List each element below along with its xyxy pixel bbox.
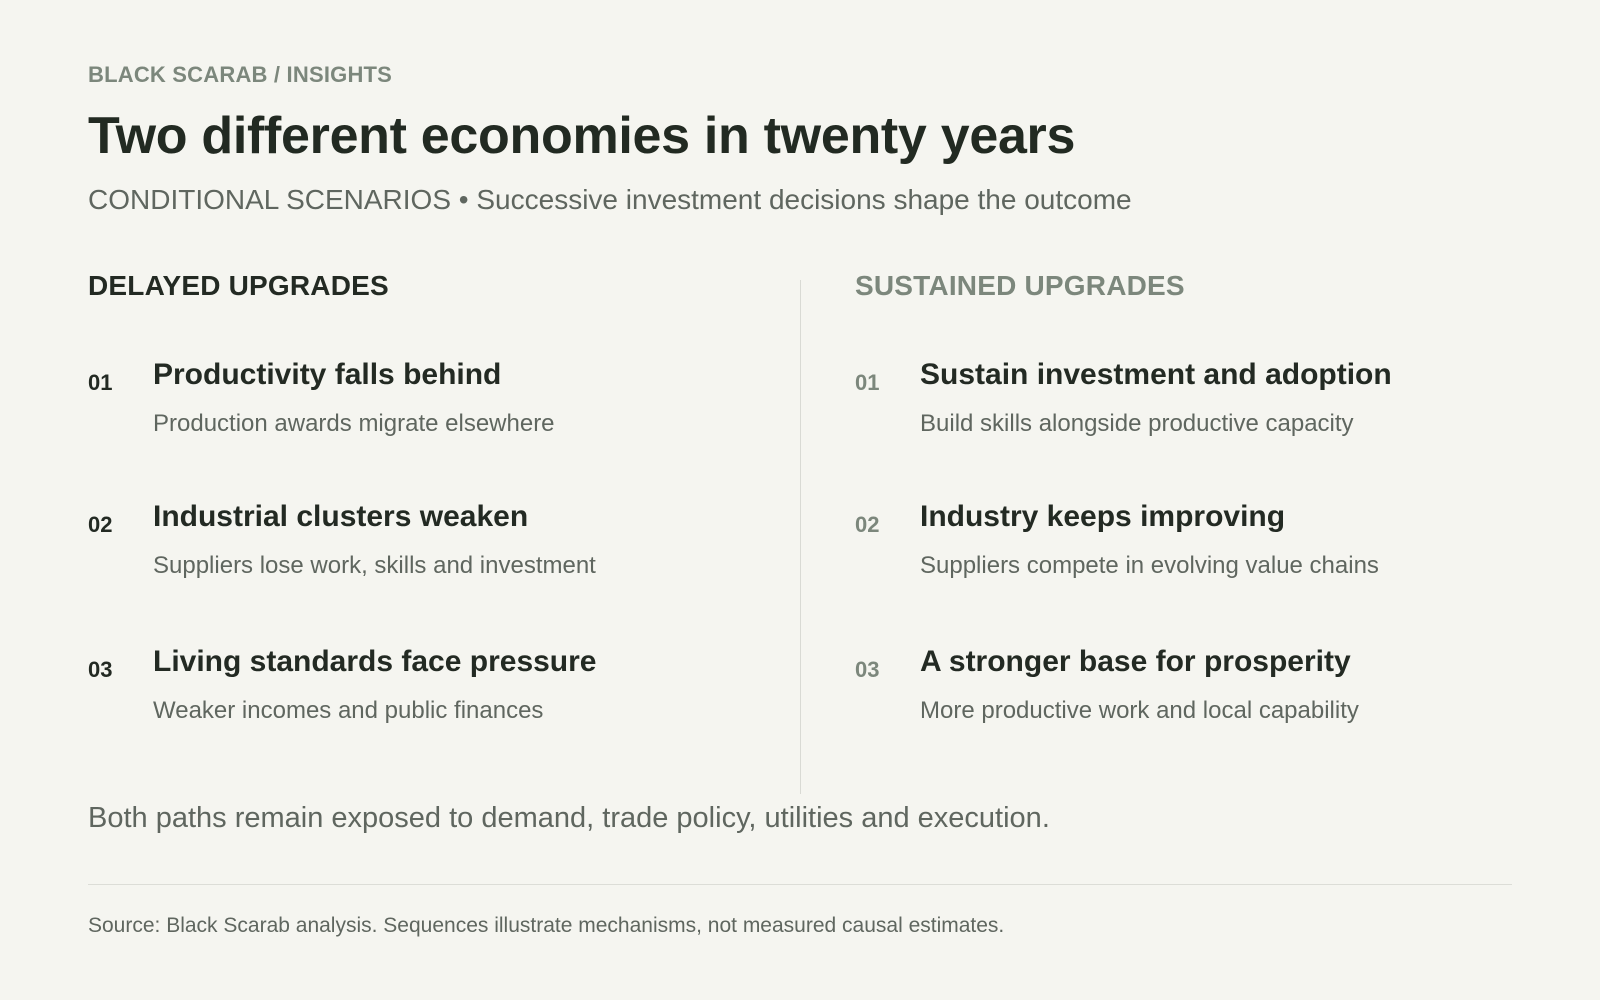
- step-number: 01: [855, 370, 880, 395]
- step-heading: A stronger base for prosperity: [920, 645, 1351, 678]
- step-number: 01: [88, 370, 113, 395]
- scenario-title: SUSTAINED UPGRADES: [855, 270, 1185, 301]
- step-heading: Living standards face pressure: [153, 645, 597, 678]
- page-title: Two different economies in twenty years: [88, 107, 1076, 165]
- scenario-step: 01 Productivity falls behind Production …: [88, 358, 768, 458]
- step-number: 02: [88, 512, 113, 537]
- source-note: Source: Black Scarab analysis. Sequences…: [88, 914, 1005, 937]
- step-heading: Productivity falls behind: [153, 358, 502, 391]
- step-description: Build skills alongside productive capaci…: [920, 410, 1354, 437]
- step-heading: Industrial clusters weaken: [153, 500, 529, 533]
- scenario-step: 02 Industrial clusters weaken Suppliers …: [88, 500, 768, 600]
- eyebrow-label: BLACK SCARAB / INSIGHTS: [88, 62, 393, 87]
- footer-divider: [88, 884, 1512, 885]
- step-description: Weaker incomes and public finances: [153, 697, 544, 724]
- step-description: Suppliers compete in evolving value chai…: [920, 552, 1379, 579]
- step-description: Production awards migrate elsewhere: [153, 410, 555, 437]
- scenario-step: 03 Living standards face pressure Weaker…: [88, 645, 768, 745]
- step-heading: Industry keeps improving: [920, 500, 1286, 533]
- scenario-step: 01 Sustain investment and adoption Build…: [855, 358, 1535, 458]
- scenario-title: DELAYED UPGRADES: [88, 270, 389, 301]
- step-heading: Sustain investment and adoption: [920, 358, 1392, 391]
- step-number: 03: [855, 657, 880, 682]
- column-divider: [800, 280, 801, 794]
- footnote-text: Both paths remain exposed to demand, tra…: [88, 802, 1050, 834]
- scenario-step: 03 A stronger base for prosperity More p…: [855, 645, 1535, 745]
- scenario-sustained-upgrades: SUSTAINED UPGRADES 01 Sustain investment…: [855, 270, 1535, 724]
- insight-card: BLACK SCARAB / INSIGHTS Two different ec…: [88, 0, 1512, 1000]
- step-number: 02: [855, 512, 880, 537]
- step-number: 03: [88, 657, 113, 682]
- step-description: Suppliers lose work, skills and investme…: [153, 552, 596, 579]
- scenario-delayed-upgrades: DELAYED UPGRADES 01 Productivity falls b…: [88, 270, 768, 724]
- scenario-step: 02 Industry keeps improving Suppliers co…: [855, 500, 1535, 600]
- page-subtitle: CONDITIONAL SCENARIOS • Successive inves…: [88, 184, 1132, 215]
- step-description: More productive work and local capabilit…: [920, 697, 1359, 724]
